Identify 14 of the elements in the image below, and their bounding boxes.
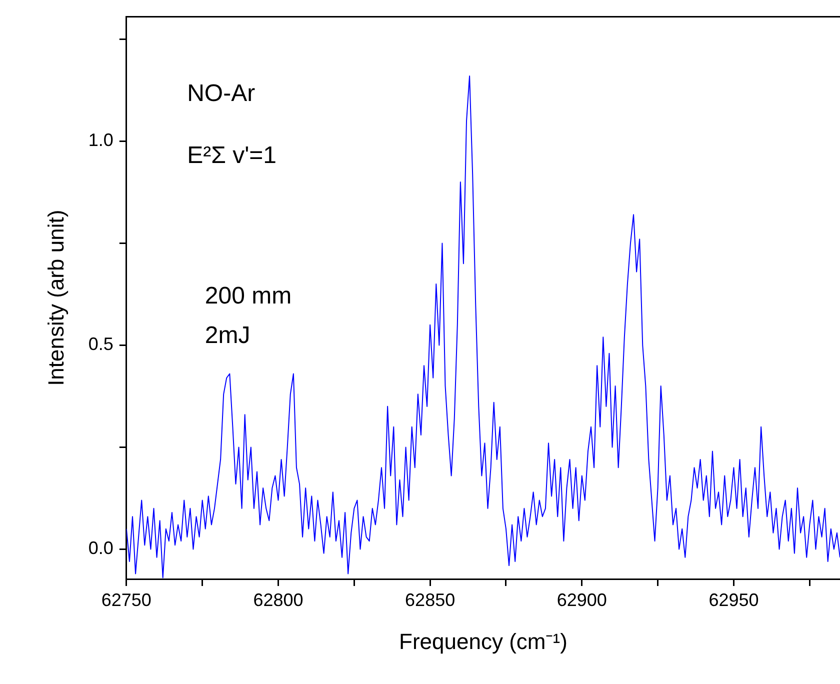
x-tick-label: 62750 bbox=[101, 590, 152, 610]
annotation: E²Σ v'=1 bbox=[187, 142, 277, 169]
x-tick-label: 62850 bbox=[405, 590, 456, 610]
annotation: NO-Ar bbox=[187, 80, 256, 108]
y-tick-label: 1.0 bbox=[88, 130, 114, 150]
annotation: 2mJ bbox=[204, 322, 250, 349]
x-tick-label: 62900 bbox=[556, 590, 607, 610]
x-tick-label: 62950 bbox=[708, 590, 759, 610]
x-axis-title: Frequency (cm⁻¹) bbox=[399, 628, 568, 654]
y-tick-label: 0.5 bbox=[88, 334, 114, 354]
y-tick-label: 0.0 bbox=[88, 538, 114, 558]
x-tick-label: 62800 bbox=[253, 590, 304, 610]
y-axis-title: Intensity (arb unit) bbox=[43, 210, 68, 386]
annotation: 200 mm bbox=[204, 282, 292, 310]
